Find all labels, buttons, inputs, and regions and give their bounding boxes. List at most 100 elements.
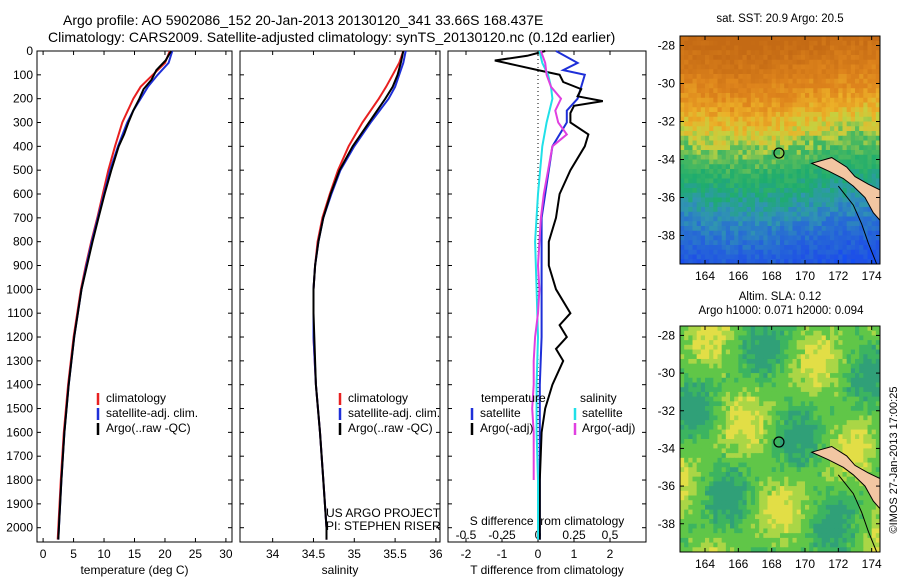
map-cell (709, 387, 714, 393)
map-cell (759, 121, 764, 127)
map-cell (763, 245, 768, 251)
map-cell (759, 183, 764, 189)
map-cell (813, 45, 818, 51)
map-cell (721, 254, 727, 260)
map-cell (763, 368, 768, 374)
map-cell (763, 514, 768, 520)
map-cell (775, 387, 781, 393)
map-cell (842, 188, 848, 194)
map-cell (834, 112, 839, 118)
map-cell (863, 116, 868, 122)
map-cell (805, 500, 810, 506)
map-cell (871, 69, 877, 75)
map-cell (746, 107, 752, 113)
map-cell (859, 344, 864, 350)
map-cell (713, 537, 718, 543)
map-cell (796, 354, 802, 360)
map-cell (855, 519, 860, 525)
map-cell (684, 401, 689, 407)
map-cell (784, 112, 789, 118)
map-cell (859, 462, 864, 468)
map-cell (725, 495, 731, 501)
map-cell (759, 131, 764, 137)
map-cell (725, 537, 731, 543)
map-cell (788, 358, 793, 365)
map-cell (680, 45, 685, 51)
map-cell (850, 448, 856, 454)
map-cell (763, 221, 768, 227)
map-cell (871, 164, 877, 170)
map-cell (721, 36, 727, 42)
map-cell (746, 424, 752, 430)
map-cell (738, 363, 743, 369)
map-cell (717, 245, 723, 251)
map-cell (821, 254, 827, 260)
map-cell (746, 154, 752, 160)
map-cell (692, 471, 698, 478)
map-cell (846, 514, 852, 520)
map-cell (817, 509, 823, 515)
map-cell (850, 192, 856, 198)
map-cell (775, 83, 781, 89)
map-cell (709, 504, 714, 511)
map-cell (780, 59, 785, 65)
map-cell (771, 504, 777, 511)
map-cell (780, 207, 785, 213)
map-cell (867, 344, 873, 350)
map-cell (680, 83, 685, 89)
map-cell (771, 102, 777, 108)
map-cell (742, 396, 748, 402)
map-cell (692, 178, 698, 184)
map-cell (775, 391, 781, 398)
map-cell (717, 55, 723, 61)
map-cell (834, 415, 839, 421)
map-cell (863, 69, 868, 75)
map-cell (746, 116, 752, 122)
map-cell (755, 83, 760, 89)
map-cell (730, 93, 735, 99)
map-cell (813, 140, 818, 146)
map-cell (846, 547, 852, 553)
map-cell (680, 235, 685, 241)
map-cell (784, 547, 789, 553)
map-cell (700, 131, 706, 137)
map-cell (813, 245, 818, 251)
map-cell (734, 439, 739, 445)
map-cell (830, 481, 835, 487)
map-cell (784, 344, 789, 350)
map-cell (871, 40, 877, 46)
map-cell (800, 434, 806, 440)
map-cell (688, 358, 693, 365)
map-cell (721, 401, 727, 407)
map-cell (742, 358, 748, 365)
map-cell (746, 173, 752, 179)
map-cell (859, 235, 864, 241)
map-cell (817, 240, 823, 246)
map-cell (809, 78, 814, 84)
map-cell (780, 519, 785, 525)
map-cell (863, 462, 868, 468)
map-cell (763, 439, 768, 445)
map-cell (838, 420, 843, 426)
map-cell (759, 354, 764, 360)
map-cell (863, 340, 868, 346)
map-cell (780, 64, 785, 70)
map-cell (834, 121, 839, 127)
map-cell (684, 490, 689, 496)
map-cell (780, 145, 785, 151)
map-cell (863, 102, 868, 108)
map-cell (734, 429, 739, 435)
map-cell (696, 135, 702, 141)
map-cell (875, 439, 881, 445)
diff-series-line-3 (531, 50, 569, 480)
map-cell (834, 40, 839, 46)
map-cell (859, 192, 864, 198)
map-cell (684, 121, 689, 127)
map-cell (846, 424, 852, 430)
map-cell (692, 135, 698, 141)
map-cell (830, 230, 835, 236)
map-cell (763, 476, 768, 482)
map-cell (700, 164, 706, 170)
